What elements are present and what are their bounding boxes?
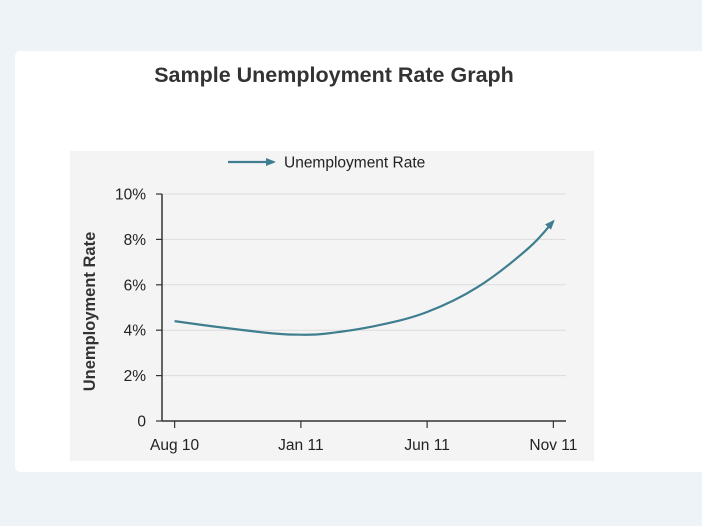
y-tick-label: 2% [124,368,147,385]
y-tick-label: 10% [115,187,146,204]
x-tick-label: Jun 11 [404,437,449,454]
y-axis-title: Unemployment Rate [81,232,99,392]
y-tick-label: 8% [124,232,147,249]
plot-background [70,151,594,461]
x-tick-label: Jan 11 [278,437,323,454]
series-line-unemployment-rate [174,219,555,336]
legend-label: Unemployment Rate [284,155,425,172]
x-tick-label: Nov 11 [529,437,577,454]
y-tick-label: 0 [137,414,146,431]
chart-title: Sample Unemployment Rate Graph [154,63,514,87]
y-tick-label: 6% [124,277,147,294]
x-tick-label: Aug 10 [150,437,200,454]
y-tick-label: 4% [124,323,147,340]
